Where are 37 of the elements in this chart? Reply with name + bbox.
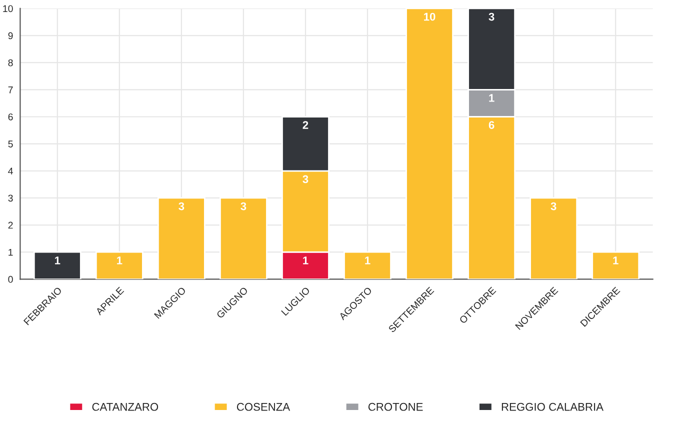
legend-label: REGGIO CALABRIA	[502, 402, 604, 411]
data-label: 10	[424, 12, 436, 21]
data-label: 2	[302, 121, 308, 129]
y-tick-label: 9	[8, 32, 13, 40]
y-tick-label: 7	[8, 86, 13, 94]
y-tick-label: 4	[8, 168, 13, 174]
y-tick-label: 2	[8, 222, 13, 229]
bar	[530, 197, 578, 280]
y-tick-label: 6	[8, 113, 13, 120]
data-label: 1	[303, 256, 308, 264]
data-label: 6	[488, 121, 494, 129]
y-tick-label: 3	[8, 194, 13, 202]
data-label: 3	[488, 12, 494, 21]
data-label: 3	[550, 202, 556, 210]
bar	[406, 8, 454, 280]
bar	[344, 251, 392, 280]
legend-label: CATANZARO	[92, 402, 158, 411]
legend-label: COSENZA	[236, 402, 290, 411]
y-tick-label: 10	[3, 5, 13, 12]
data-label: 3	[178, 202, 184, 210]
data-label: 1	[365, 256, 370, 264]
y-tick-label: 8	[8, 59, 13, 66]
data-label: 1	[117, 256, 122, 264]
y-tick-label: 0	[8, 276, 13, 283]
data-label: 3	[240, 202, 246, 210]
bar	[157, 197, 206, 280]
y-tick-label: 5	[8, 140, 13, 148]
data-label: 1	[613, 256, 618, 264]
bar	[220, 197, 268, 280]
data-label: 3	[302, 175, 308, 184]
data-label: 1	[489, 94, 494, 102]
bar	[95, 251, 144, 280]
bar	[592, 251, 640, 280]
bar	[33, 251, 82, 280]
data-label: 1	[55, 256, 60, 264]
legend-label: CROTONE	[368, 402, 423, 411]
y-tick-label: 1	[8, 248, 13, 256]
